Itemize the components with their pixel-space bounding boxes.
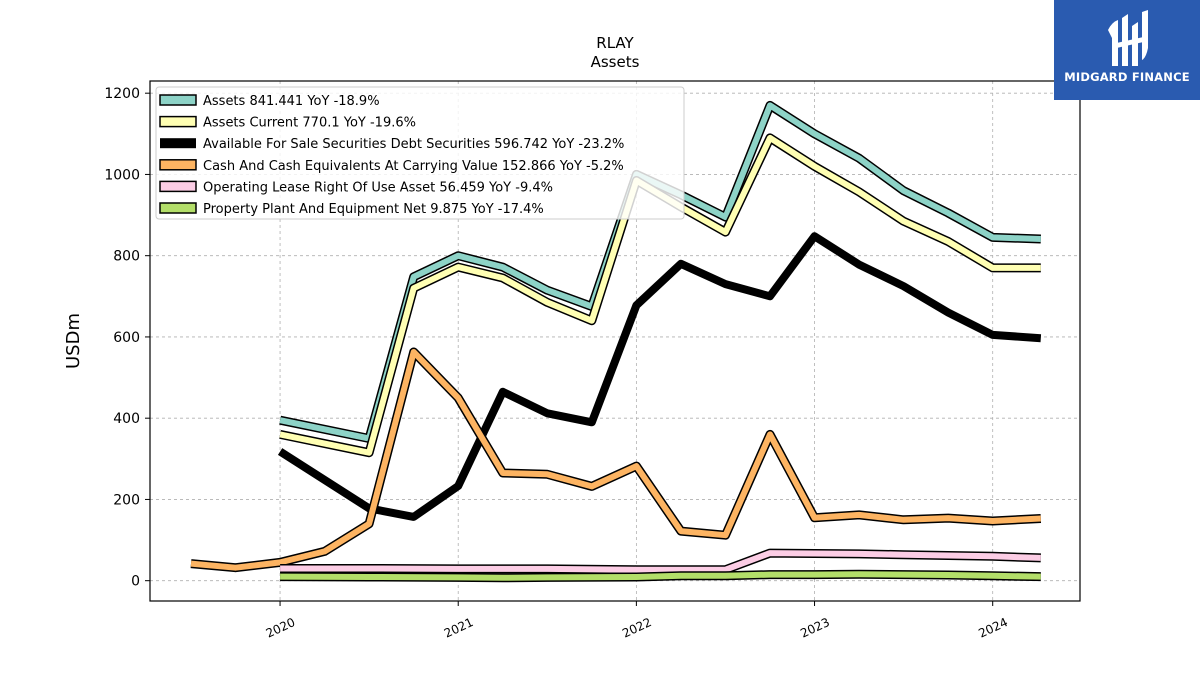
brand-name: MIDGARD FINANCE <box>1064 70 1190 84</box>
legend: Assets 841.441 YoY -18.9% Assets Current … <box>155 86 685 220</box>
y-tick-label: 400 <box>113 411 140 427</box>
brand-logo: MIDGARD FINANCE <box>1054 0 1200 100</box>
y-tick-label: 1000 <box>104 167 140 183</box>
series-line <box>280 571 1041 581</box>
y-tick-label: 200 <box>113 492 140 508</box>
legend-swatch <box>159 115 197 128</box>
x-tick-label: 2024 <box>976 615 1010 641</box>
y-tick-label: 800 <box>113 249 140 265</box>
legend-box <box>155 86 685 220</box>
y-tick-label: 600 <box>113 330 140 346</box>
legend-label: Property Plant And Equipment Net 9.875 Y… <box>203 202 544 217</box>
series-line <box>277 232 1042 521</box>
legend-swatch <box>159 202 197 214</box>
y-tick-label: 1200 <box>104 86 140 102</box>
x-tick-label: 2021 <box>442 615 476 641</box>
chart-subtitle: Assets <box>591 53 640 71</box>
series-3 <box>190 347 1042 573</box>
series-4 <box>280 548 1041 575</box>
legend-label: Operating Lease Right Of Use Asset 56.45… <box>203 180 553 195</box>
series-5 <box>280 569 1041 583</box>
x-tick-label: 2023 <box>798 615 832 641</box>
legend-swatch <box>160 138 196 149</box>
plot-frame <box>149 80 1081 602</box>
series-2 <box>277 232 1042 521</box>
legend-label: Assets 841.441 YoY -18.9% <box>203 94 380 109</box>
x-tick-label: 2022 <box>620 615 654 641</box>
series-line <box>280 550 1041 573</box>
legend-label: Assets Current 770.1 YoY -19.6% <box>203 116 416 131</box>
legend-swatch <box>159 159 197 171</box>
series-outline <box>190 347 1042 573</box>
y-axis-label: USDm <box>63 313 84 369</box>
legend-swatch <box>159 180 197 193</box>
y-tick-label: 0 <box>131 574 140 590</box>
legend-label: Available For Sale Securities Debt Secur… <box>203 137 624 152</box>
logo-icon <box>1108 10 1148 66</box>
legend-label: Cash And Cash Equivalents At Carrying Va… <box>203 159 624 174</box>
series-line <box>190 349 1041 571</box>
chart-title: RLAY <box>596 34 634 52</box>
x-tick-label: 2020 <box>264 615 298 641</box>
legend-swatch <box>159 94 197 106</box>
